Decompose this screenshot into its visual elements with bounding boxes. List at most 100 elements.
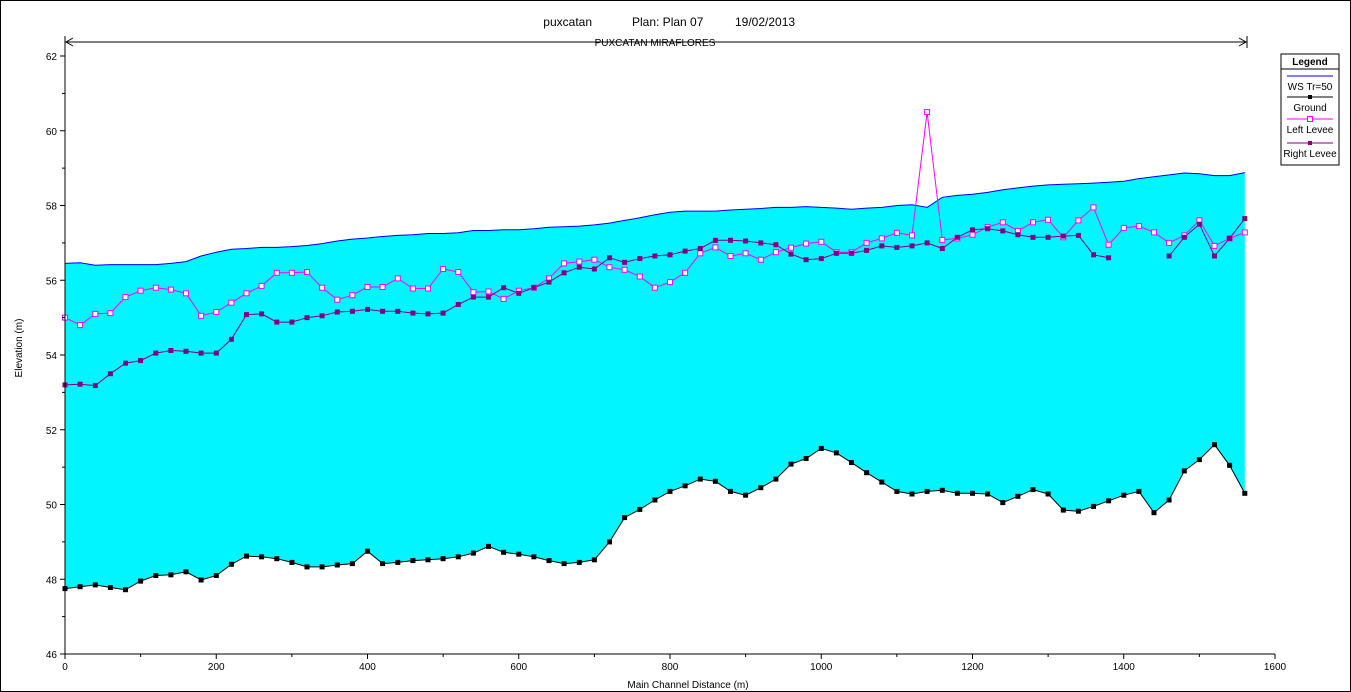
reach-arrow-left [64,37,74,47]
y-axis-title: Elevation (m) [14,319,25,378]
chart-title: puxcatan Plan: Plan 07 19/02/2013 [543,15,795,29]
ground-point [1106,498,1112,504]
ground-point [123,587,128,593]
right-levee-point [319,313,325,319]
left-levee-point [742,250,749,257]
ground-point [728,488,733,494]
ground-point [561,561,567,567]
right-levee-point [818,256,824,262]
right-levee-point [909,243,915,249]
right-levee-point [1181,234,1187,240]
ground-point [682,483,688,489]
left-levee-point [636,273,643,280]
right-levee-point [531,285,537,291]
y-tick-label: 58 [46,202,58,213]
right-levee-point [546,279,552,285]
right-levee-point [1166,253,1172,259]
ground-point [304,564,310,570]
left-levee-point [77,322,84,329]
legend-ground-marker [1308,95,1312,99]
x-ticks: 0 200 400 600 800 1000 1200 1400 1600 [62,654,1287,673]
left-levee-point [999,219,1006,226]
right-levee-point [788,251,794,257]
right-levee-point [561,270,567,276]
y-tick-label: 52 [46,426,58,437]
legend-left-levee-marker [1307,116,1313,122]
ground-point [1060,507,1066,513]
ground-point [1151,510,1157,516]
left-levee-point [803,240,810,247]
ground-point [864,470,870,476]
right-levee-point [879,243,885,249]
left-levee-point [304,269,310,275]
right-levee-point [622,259,628,265]
left-levee-point [621,266,628,273]
left-levee-point [788,244,794,251]
y-ticks: 46 48 50 52 54 56 58 60 62 [46,52,65,661]
right-levee-point [1030,234,1036,240]
left-levee-point [183,290,189,297]
ws-line [64,172,1245,266]
ground-point [894,488,900,494]
ground-point [289,559,295,565]
right-levee-point [1227,235,1233,241]
left-levee-point [92,310,99,317]
legend-ground-label: Ground [1293,103,1326,114]
right-levee-point [682,248,688,254]
ground-point [470,550,476,556]
left-levee-point [485,288,492,295]
ground-point [607,539,612,545]
water-surface-fill [65,172,1245,590]
x-tick-label: 400 [359,662,376,673]
ground-point [1045,491,1051,497]
ground-point [652,497,658,503]
left-levee-point [425,285,431,292]
ground-point [924,488,930,494]
ground-point [1181,468,1187,474]
legend-right-levee-label: Right Levee [1283,149,1337,160]
ground-point [1015,493,1021,499]
left-levee-point [682,269,689,276]
ground-point [244,553,249,559]
ground-point [516,551,522,557]
right-levee-point [728,237,733,243]
right-levee-point [849,250,854,256]
x-tick-label: 1200 [961,662,984,673]
left-levee-point [1090,204,1097,211]
right-levee-point [244,312,249,318]
left-levee-point [455,269,462,275]
title-project: puxcatan [543,15,592,29]
left-levee-point [697,250,704,257]
ground-point [168,572,174,578]
left-levee-point [122,294,129,301]
left-levee-point [319,284,326,291]
right-levee-point [652,253,658,259]
right-levee-point [516,290,522,296]
ground-point [1136,488,1142,494]
ground-point [365,548,370,554]
x-axis-title: Main Channel Distance (m) [627,680,748,691]
left-levee-point [349,292,356,299]
x-tick-label: 600 [510,662,527,673]
left-levee-point [394,275,401,282]
legend-ws-label: WS Tr=50 [1288,82,1333,93]
right-levee-point [274,319,280,325]
right-levee-point [198,350,204,356]
right-levee-point [758,240,764,246]
y-tick-label: 62 [46,52,58,63]
left-levee-point [334,296,341,303]
right-levee-point [486,294,491,300]
ground-point [410,558,416,564]
ground-point [743,492,749,498]
ground-point [1091,503,1096,509]
ground-point [939,487,945,493]
left-levee-point [500,295,507,302]
left-levee-point [1135,223,1142,230]
ground-point [697,476,703,482]
left-levee-point [258,282,265,289]
legend-right-levee-marker [1308,141,1312,145]
right-levee-point [92,383,98,389]
ground-point [637,506,643,512]
right-levee-point [576,264,582,270]
right-levee-point [1091,252,1096,258]
